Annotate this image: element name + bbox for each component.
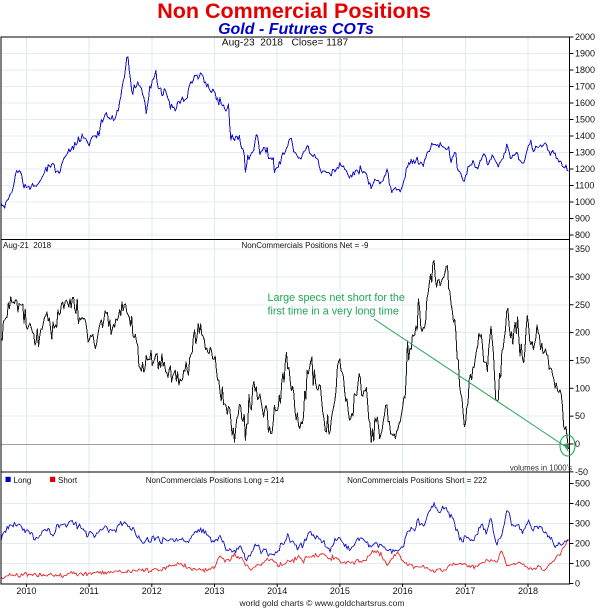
svg-text:2016: 2016	[393, 586, 413, 596]
svg-text:1000: 1000	[575, 197, 595, 207]
svg-text:0: 0	[575, 439, 580, 449]
svg-text:500: 500	[575, 479, 590, 489]
svg-text:Aug-23 2018 Close= 1187: Aug-23 2018 Close= 1187	[222, 38, 349, 49]
svg-text:Aug-21 2018: Aug-21 2018	[3, 241, 52, 250]
svg-text:2018: 2018	[518, 586, 538, 596]
svg-text:200: 200	[575, 539, 590, 549]
svg-text:2017: 2017	[455, 586, 475, 596]
svg-text:1500: 1500	[575, 115, 595, 125]
svg-text:1900: 1900	[575, 49, 595, 59]
svg-text:300: 300	[575, 519, 590, 529]
svg-text:NonCommercials Positions Short: NonCommercials Positions Short = 222	[347, 476, 487, 485]
svg-text:1400: 1400	[575, 131, 595, 141]
svg-text:100: 100	[575, 383, 590, 393]
svg-text:world gold charts © www.goldch: world gold charts © www.goldchartsrus.co…	[239, 598, 405, 608]
svg-text:2012: 2012	[142, 586, 162, 596]
svg-text:1200: 1200	[575, 164, 595, 174]
svg-text:0: 0	[575, 579, 580, 589]
svg-text:900: 900	[575, 214, 590, 224]
svg-text:150: 150	[575, 355, 590, 365]
svg-text:100: 100	[575, 559, 590, 569]
svg-text:350: 350	[575, 244, 590, 254]
svg-text:1300: 1300	[575, 148, 595, 158]
svg-text:300: 300	[575, 272, 590, 282]
svg-text:Long: Long	[14, 476, 32, 485]
svg-text:1700: 1700	[575, 82, 595, 92]
svg-text:Non Commercial Positions: Non Commercial Positions	[157, 0, 431, 23]
svg-text:200: 200	[575, 328, 590, 338]
svg-text:50: 50	[575, 411, 585, 421]
svg-text:1100: 1100	[575, 181, 594, 191]
svg-text:NonCommercials Positions Net =: NonCommercials Positions Net = -9	[242, 241, 369, 250]
svg-text:Short: Short	[58, 476, 78, 485]
svg-text:Large specs net short for the: Large specs net short for the	[268, 292, 405, 304]
svg-text:400: 400	[575, 499, 590, 509]
svg-text:800: 800	[575, 230, 590, 240]
svg-text:2014: 2014	[267, 586, 287, 596]
svg-text:Gold - Futures COTs: Gold - Futures COTs	[218, 21, 374, 38]
svg-text:first time in a very long time: first time in a very long time	[268, 306, 399, 318]
svg-text:2010: 2010	[16, 586, 36, 596]
svg-text:NonCommercials Positions Long: NonCommercials Positions Long = 214	[146, 476, 285, 485]
svg-text:2000: 2000	[575, 32, 595, 42]
svg-text:1800: 1800	[575, 65, 595, 75]
svg-text:volumes in 1000's: volumes in 1000's	[510, 464, 572, 473]
svg-text:2013: 2013	[204, 586, 224, 596]
svg-text:1600: 1600	[575, 98, 595, 108]
svg-text:2015: 2015	[330, 586, 350, 596]
svg-text:-50: -50	[575, 467, 588, 477]
svg-text:2011: 2011	[79, 586, 98, 596]
svg-text:250: 250	[575, 300, 590, 310]
